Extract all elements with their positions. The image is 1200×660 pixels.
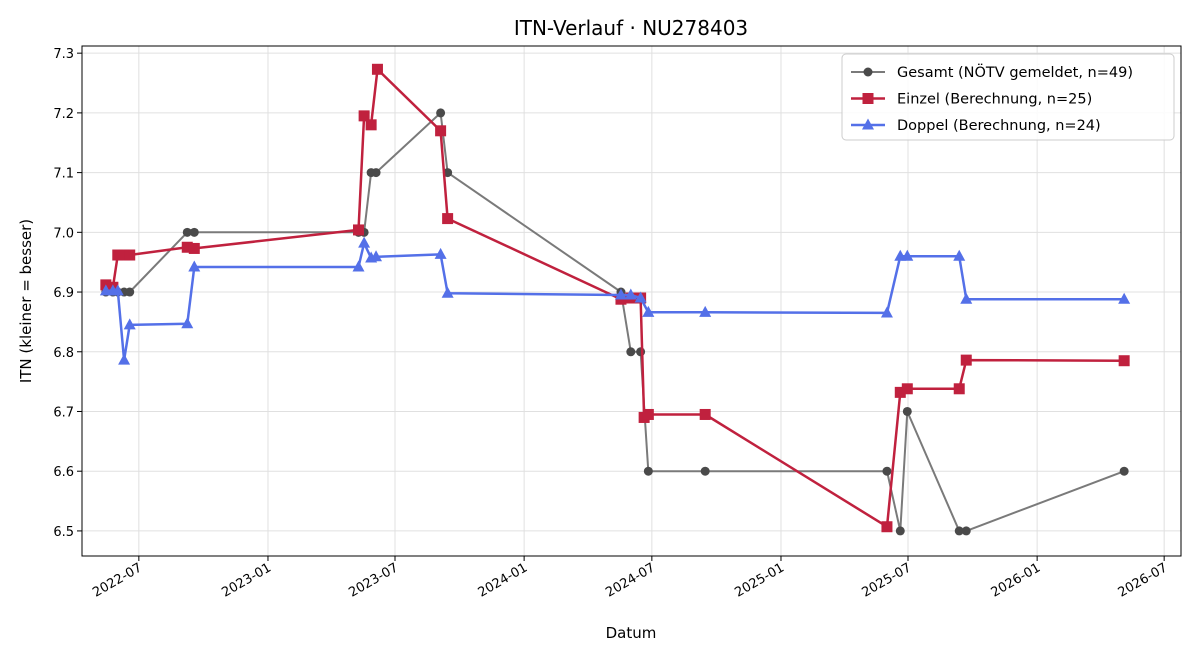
x-tick-label: 2022-07: [90, 560, 145, 600]
legend-item: Einzel (Berechnung, n=25): [851, 92, 1092, 108]
data-point: [435, 125, 447, 137]
data-point: [371, 168, 381, 178]
data-point: [881, 521, 893, 533]
data-point: [365, 119, 377, 131]
data-point: [123, 318, 136, 330]
legend-item: Gesamt (NÖTV gemeldet, n=49): [851, 63, 1133, 81]
y-tick-label: 7.2: [53, 107, 74, 122]
data-point: [961, 526, 971, 536]
data-point: [111, 284, 124, 296]
data-point: [636, 347, 646, 357]
data-point: [882, 466, 892, 476]
data-point: [642, 408, 654, 420]
series-2: [99, 236, 1131, 365]
x-axis-label: Datum: [606, 624, 657, 642]
legend-label: Gesamt (NÖTV gemeldet, n=49): [897, 63, 1133, 81]
data-point: [699, 408, 711, 420]
y-tick-label: 7.1: [53, 167, 74, 182]
legend: Gesamt (NÖTV gemeldet, n=49) Einzel (Bere…: [841, 53, 1175, 141]
data-point: [181, 241, 193, 253]
data-point: [189, 227, 199, 237]
x-tick-label: 2024-07: [603, 560, 658, 600]
data-point: [124, 249, 136, 261]
x-tick-label: 2026-01: [989, 560, 1044, 600]
y-tick-label: 6.9: [53, 286, 74, 301]
y-tick-label: 6.6: [53, 465, 74, 480]
data-point: [902, 406, 912, 416]
data-point: [700, 466, 710, 476]
data-point: [634, 291, 647, 303]
data-point: [112, 249, 124, 261]
series-1: [100, 63, 1130, 533]
legend-swatch-marker: [863, 67, 873, 77]
data-point: [953, 249, 966, 261]
x-tick-label: 2024-01: [476, 560, 531, 600]
data-point: [443, 168, 453, 178]
data-point: [699, 305, 712, 317]
x-tick-label: 2023-07: [346, 560, 401, 600]
y-tick-label: 7.3: [53, 47, 74, 62]
data-point: [880, 306, 893, 318]
data-point: [358, 236, 371, 248]
legend-box: [841, 53, 1175, 141]
series-layer: [99, 63, 1131, 536]
y-tick-label: 6.7: [53, 405, 74, 420]
data-point: [442, 213, 454, 225]
data-point: [901, 383, 913, 395]
legend-item: Doppel (Berechnung, n=24): [851, 118, 1101, 134]
data-point: [371, 63, 383, 75]
y-tick-label: 6.8: [53, 346, 74, 361]
legend-swatch-marker: [862, 118, 874, 130]
data-point: [901, 249, 914, 261]
data-point: [643, 466, 653, 476]
data-point: [894, 386, 906, 398]
data-point: [954, 526, 964, 536]
data-point: [118, 353, 131, 365]
plot-frame: [81, 45, 1182, 557]
data-point: [182, 227, 192, 237]
y-axis-label: ITN (kleiner = besser): [17, 219, 35, 383]
legend-label: Doppel (Berechnung, n=24): [897, 118, 1101, 134]
data-point: [626, 347, 636, 357]
legend-swatch-marker: [862, 93, 874, 104]
x-tick-label: 2026-07: [1116, 560, 1171, 600]
data-point: [1119, 466, 1129, 476]
data-point: [895, 526, 905, 536]
x-tick-label: 2023-01: [219, 560, 274, 600]
legend-label: Einzel (Berechnung, n=25): [897, 92, 1092, 108]
series-line: [105, 111, 1125, 532]
x-tick-label: 2025-07: [859, 560, 914, 600]
y-tick-label: 7.0: [53, 226, 74, 241]
data-point: [181, 317, 194, 329]
data-point: [125, 287, 135, 297]
data-point: [614, 288, 627, 300]
data-point: [1118, 292, 1131, 304]
series-line: [105, 241, 1125, 362]
data-point: [353, 224, 365, 236]
chart-title: ITN-Verlauf · NU278403: [514, 16, 748, 40]
data-point: [358, 110, 370, 122]
data-point: [188, 260, 201, 272]
data-point: [370, 250, 383, 262]
y-tick-label: 6.5: [53, 525, 74, 540]
data-point: [352, 260, 365, 272]
data-point: [624, 288, 637, 300]
data-point: [118, 249, 130, 261]
data-point: [953, 383, 965, 395]
data-point: [960, 292, 973, 304]
data-point: [960, 354, 972, 366]
data-point: [188, 242, 200, 254]
data-point: [1118, 355, 1130, 367]
data-point: [434, 247, 447, 259]
data-point: [436, 108, 446, 118]
x-tick-label: 2025-01: [732, 560, 787, 600]
data-point: [642, 305, 655, 317]
data-point: [441, 286, 454, 298]
